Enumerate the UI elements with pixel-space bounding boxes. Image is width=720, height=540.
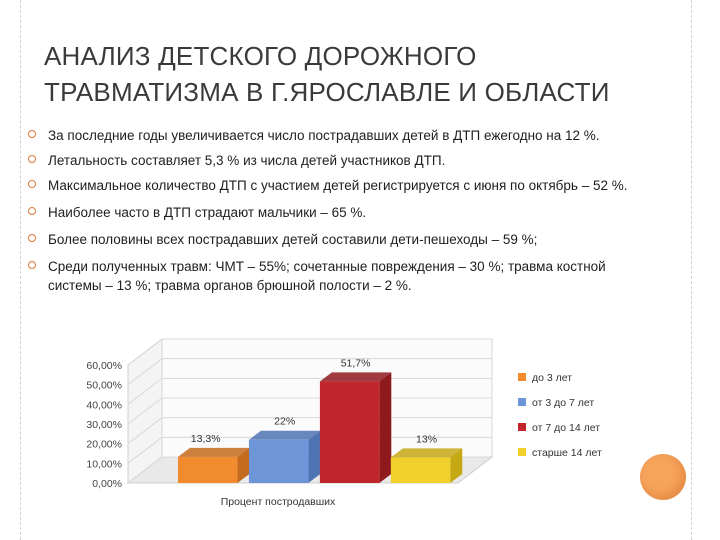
bar <box>390 457 451 483</box>
bar-side <box>237 447 250 483</box>
y-tick-label: 0,00% <box>92 478 122 490</box>
slide-frame-left <box>0 0 21 540</box>
bullet-item: Среди полученных травм: ЧМТ – 55%; сочет… <box>28 257 678 295</box>
gridline <box>127 358 492 386</box>
bullet-item: Максимальное количество ДТП с участием д… <box>28 176 678 195</box>
bar <box>178 456 238 483</box>
legend-label: от 3 до 7 лет <box>532 397 594 409</box>
bullet-list: За последние годы увеличивается число по… <box>28 126 678 295</box>
bullet-text: Среди полученных травм: ЧМТ – 55%; сочет… <box>48 259 606 293</box>
bar-side <box>379 372 392 483</box>
bullet-circle-icon <box>28 261 36 269</box>
bar-top <box>248 430 321 440</box>
data-label: 13,3% <box>191 433 221 445</box>
bullet-circle-icon <box>28 234 36 242</box>
y-tick-label: 30,00% <box>86 419 122 431</box>
bullet-text: Максимальное количество ДТП с участием д… <box>48 178 628 193</box>
bullet-item: Более половины всех пострадавших детей с… <box>28 230 678 249</box>
y-tick-label: 10,00% <box>86 458 122 470</box>
bar <box>248 439 309 483</box>
bar-top <box>390 448 463 458</box>
gridline <box>127 338 492 366</box>
bullet-circle-icon <box>28 180 36 188</box>
bullet-text: Наиболее часто в ДТП страдают мальчики –… <box>48 205 367 220</box>
bar-chart: 0,00% 10,00% 20,00% 30,00% 40,00% 50,00% 60,00… <box>60 335 640 535</box>
legend-swatch <box>518 398 526 406</box>
y-tick-label: 20,00% <box>86 439 122 451</box>
bullet-circle-icon <box>28 207 36 215</box>
bullet-circle-icon <box>28 155 36 163</box>
bar-top <box>319 372 392 382</box>
bullet-item: Наиболее часто в ДТП страдают мальчики –… <box>28 203 678 222</box>
bar-side <box>308 430 321 483</box>
legend-label: до 3 лет <box>532 372 572 384</box>
bar <box>319 381 380 483</box>
bullet-item: Летальность составляет 5,3 % из числа де… <box>28 151 678 170</box>
data-label: 13% <box>416 433 437 445</box>
bar-top <box>178 447 250 457</box>
y-tick-label: 40,00% <box>86 399 122 411</box>
legend-swatch <box>518 448 526 456</box>
title-line-2: ТРАВМАТИЗМА В Г.ЯРОСЛАВЛЕ И ОБЛАСТИ <box>44 77 610 107</box>
y-tick-label: 60,00% <box>86 360 122 372</box>
bar-chart-svg: 0,00% 10,00% 20,00% 30,00% 40,00% 50,00% 60,00… <box>86 337 602 508</box>
slide-frame-right <box>691 0 720 540</box>
bullet-text: Летальность составляет 5,3 % из числа де… <box>48 153 446 168</box>
bullet-circle-icon <box>28 130 36 138</box>
x-axis-label: Процент постродавших <box>221 496 336 508</box>
bullet-text: Более половины всех пострадавших детей с… <box>48 232 538 247</box>
legend-swatch <box>518 423 526 431</box>
bar-side <box>450 448 463 483</box>
y-tick-label: 50,00% <box>86 380 122 392</box>
legend-label: старше 14 лет <box>532 447 602 459</box>
data-label: 22% <box>274 416 295 428</box>
title-line-1: АНАЛИЗ ДЕТСКОГО ДОРОЖНОГО <box>44 41 477 71</box>
data-label: 51,7% <box>341 357 371 369</box>
legend-swatch <box>518 373 526 381</box>
bullet-text: За последние годы увеличивается число по… <box>48 128 600 143</box>
slide-title: АНАЛИЗ ДЕТСКОГО ДОРОЖНОГО ТРАВМАТИЗМА В … <box>44 38 664 110</box>
decorative-orange-circle <box>640 454 686 500</box>
bullet-item: За последние годы увеличивается число по… <box>28 126 678 145</box>
legend-label: от 7 до 14 лет <box>532 422 600 434</box>
